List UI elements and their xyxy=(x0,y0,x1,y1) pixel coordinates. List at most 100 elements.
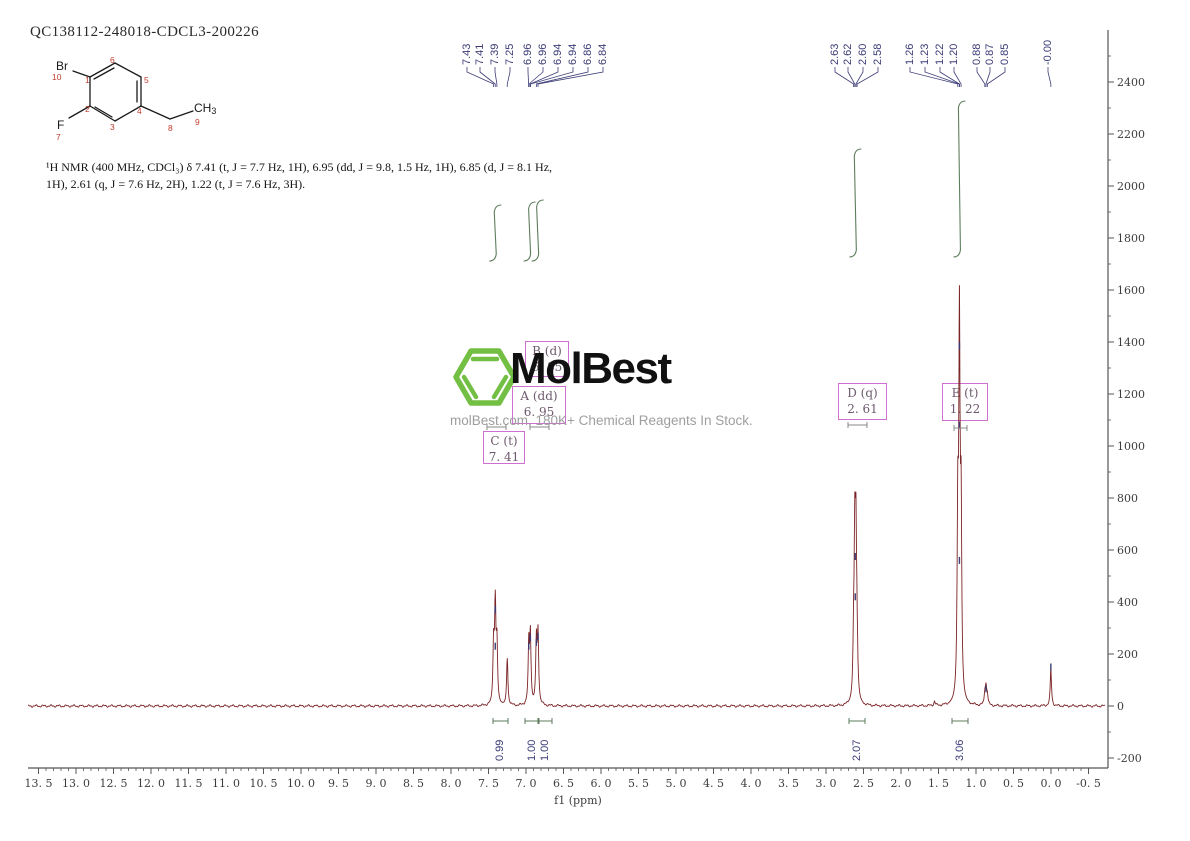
svg-text:200: 200 xyxy=(1117,648,1138,661)
svg-text:11. 5: 11. 5 xyxy=(175,777,203,790)
svg-text:8. 0: 8. 0 xyxy=(441,777,462,790)
multiplet-label: E (t) xyxy=(951,386,979,400)
peak-shift-label: 1.20 xyxy=(948,43,960,65)
svg-text:-200: -200 xyxy=(1117,752,1142,765)
svg-text:8. 5: 8. 5 xyxy=(403,777,424,790)
svg-text:2000: 2000 xyxy=(1117,180,1145,193)
structure-atom-text: Br F CH3 1 2 3 4 5 6 7 8 9 10 xyxy=(52,55,216,142)
svg-text:0. 5: 0. 5 xyxy=(1003,777,1024,790)
svg-text:2400: 2400 xyxy=(1117,76,1145,89)
svg-text:1. 0: 1. 0 xyxy=(966,777,987,790)
peak-shift-label: 6.94 xyxy=(567,43,579,65)
peak-shift-label: 2.58 xyxy=(872,43,884,65)
svg-text:0: 0 xyxy=(1117,700,1124,713)
svg-text:400: 400 xyxy=(1117,596,1138,609)
svg-text:11. 0: 11. 0 xyxy=(212,777,240,790)
svg-text:2200: 2200 xyxy=(1117,128,1145,141)
multiplet-shift: 7. 41 xyxy=(488,450,520,465)
nmr-assignment-text: ¹H NMR (400 MHz, CDCl₃) δ 7.41 (t, J = 7… xyxy=(46,159,636,194)
integration-label: 1.00 xyxy=(526,739,538,761)
svg-text:9. 5: 9. 5 xyxy=(328,777,349,790)
svg-text:5. 0: 5. 0 xyxy=(666,777,687,790)
atom-number: 4 xyxy=(137,106,142,116)
peak-shift-label: 1.26 xyxy=(904,43,916,65)
atom-number: 10 xyxy=(52,72,62,82)
svg-text:12. 5: 12. 5 xyxy=(100,777,128,790)
peak-shift-label: 2.62 xyxy=(842,43,854,65)
atom-label: F xyxy=(57,118,64,132)
svg-text:800: 800 xyxy=(1117,492,1138,505)
atom-number: 5 xyxy=(144,75,149,85)
svg-text:10. 0: 10. 0 xyxy=(287,777,315,790)
peak-shift-label: 2.60 xyxy=(857,43,869,65)
benzene-logo-icon xyxy=(453,348,517,406)
svg-text:600: 600 xyxy=(1117,544,1138,557)
integration-label: 2.07 xyxy=(851,739,863,761)
peak-shift-label: 0.88 xyxy=(971,43,983,65)
svg-text:-0. 5: -0. 5 xyxy=(1076,777,1101,790)
svg-text:0. 0: 0. 0 xyxy=(1041,777,1062,790)
svg-text:1400: 1400 xyxy=(1117,336,1145,349)
svg-text:3. 5: 3. 5 xyxy=(778,777,799,790)
sample-title: QC138112-248018-CDCL3-200226 xyxy=(30,24,259,40)
peak-shift-label: 7.25 xyxy=(504,43,516,65)
peak-shift-label: 6.96 xyxy=(522,43,534,65)
peak-shift-label: 6.84 xyxy=(597,43,609,65)
molbest-watermark: MolBest molBest.com, 180K+ Chemical Reag… xyxy=(450,336,770,436)
bond-lines xyxy=(68,62,194,122)
multiplet-shift: 2. 61 xyxy=(847,402,878,417)
svg-text:10. 5: 10. 5 xyxy=(250,777,278,790)
atom-number: 1 xyxy=(85,75,90,85)
svg-text:12. 0: 12. 0 xyxy=(137,777,165,790)
svg-text:4. 5: 4. 5 xyxy=(703,777,724,790)
integration-label: 3.06 xyxy=(954,739,966,761)
multiplet-box-D: D (q) 2. 61 xyxy=(838,383,887,420)
peak-shift-label: 6.96 xyxy=(537,43,549,65)
svg-text:1600: 1600 xyxy=(1117,284,1145,297)
peak-shift-label: 6.94 xyxy=(552,43,564,65)
atom-number: 7 xyxy=(56,132,61,142)
peak-shift-label: -0.00 xyxy=(1042,39,1054,65)
svg-text:1000: 1000 xyxy=(1117,440,1145,453)
atom-number: 6 xyxy=(110,55,115,65)
multiplet-box-E: E (t) 1. 22 xyxy=(942,383,988,421)
molecule-structure: Br F CH3 1 2 3 4 5 6 7 8 9 10 xyxy=(52,55,216,142)
svg-text:1800: 1800 xyxy=(1117,232,1145,245)
integration-label: 0.99 xyxy=(494,739,506,761)
peak-shift-label: 0.87 xyxy=(984,43,996,65)
integration-label: 1.00 xyxy=(539,739,551,761)
multiplet-label: D (q) xyxy=(847,386,878,400)
svg-text:13. 5: 13. 5 xyxy=(25,777,53,790)
svg-text:5. 5: 5. 5 xyxy=(628,777,649,790)
svg-text:9. 0: 9. 0 xyxy=(366,777,387,790)
nmr-text-line1: ¹H NMR (400 MHz, CDCl₃) δ 7.41 (t, J = 7… xyxy=(46,160,553,174)
atom-label: Br xyxy=(56,59,68,73)
peak-shift-label: 7.41 xyxy=(474,43,486,65)
svg-text:7. 5: 7. 5 xyxy=(478,777,499,790)
multiplet-shift: 1. 22 xyxy=(949,402,981,417)
svg-text:13. 0: 13. 0 xyxy=(62,777,90,790)
nmr-text-line2: 1H), 2.61 (q, J = 7.6 Hz, 2H), 1.22 (t, … xyxy=(46,177,306,192)
atom-number: 8 xyxy=(168,123,173,133)
atom-number: 2 xyxy=(85,104,90,114)
peak-shift-label: 2.63 xyxy=(829,43,841,65)
svg-text:1200: 1200 xyxy=(1117,388,1145,401)
peak-shift-label: 1.22 xyxy=(934,43,946,65)
svg-text:f1 (ppm): f1 (ppm) xyxy=(554,794,602,807)
svg-text:6. 5: 6. 5 xyxy=(553,777,574,790)
atom-number: 9 xyxy=(195,117,200,127)
atom-number: 3 xyxy=(110,122,115,132)
peak-shift-label: 0.85 xyxy=(999,43,1011,65)
brand-name: MolBest xyxy=(510,344,672,393)
svg-text:2. 5: 2. 5 xyxy=(853,777,874,790)
svg-text:3. 0: 3. 0 xyxy=(816,777,837,790)
watermark-tagline: molBest.com, 180K+ Chemical Reagents In … xyxy=(450,413,753,428)
peak-shift-label: 1.23 xyxy=(919,43,931,65)
svg-text:2. 0: 2. 0 xyxy=(891,777,912,790)
svg-text:1. 5: 1. 5 xyxy=(928,777,949,790)
peak-shift-label: 6.86 xyxy=(582,43,594,65)
svg-text:7. 0: 7. 0 xyxy=(516,777,537,790)
peak-shift-label: 7.43 xyxy=(461,43,473,65)
peak-shift-label: 7.39 xyxy=(489,43,501,65)
